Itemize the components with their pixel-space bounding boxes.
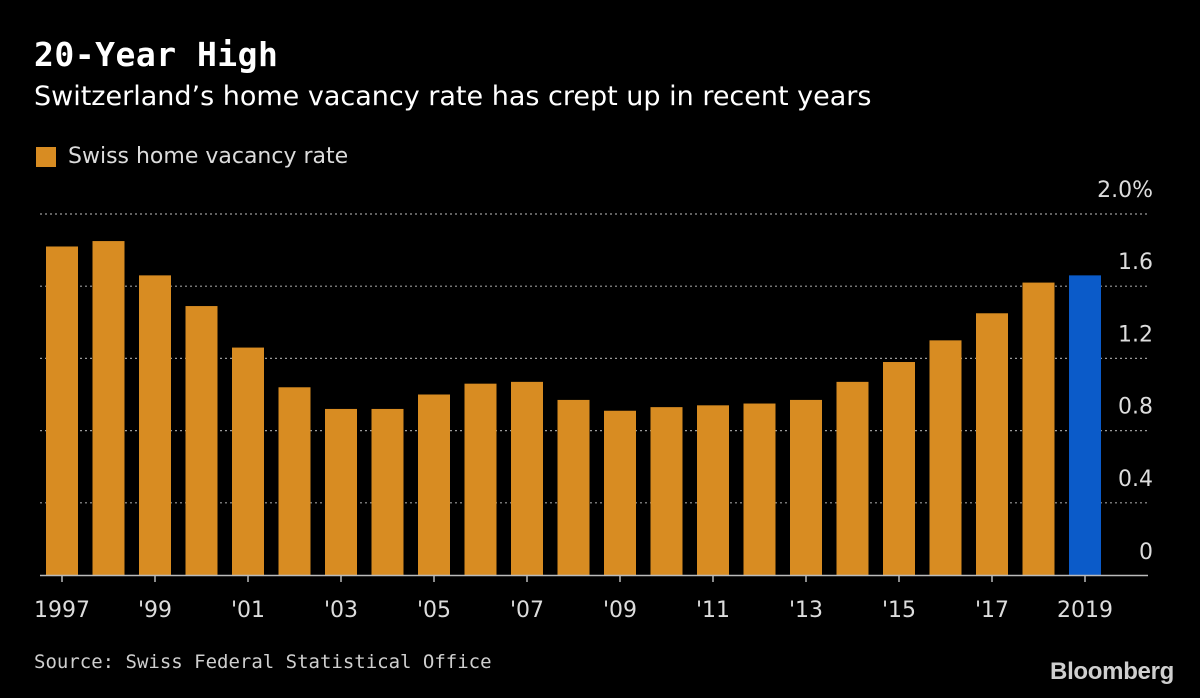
bar <box>836 381 869 575</box>
chart-title: 20-Year High <box>34 35 279 74</box>
x-tick-label: 2019 <box>1057 598 1113 623</box>
x-tick-label: 1997 <box>34 598 90 623</box>
bar <box>278 387 311 575</box>
bloomberg-logo: Bloomberg <box>1050 658 1174 685</box>
bar <box>46 246 78 576</box>
bar <box>929 340 962 575</box>
bar <box>232 347 264 575</box>
bar <box>464 383 497 575</box>
bar <box>883 362 915 575</box>
bar <box>1022 282 1055 575</box>
x-tick-label: '15 <box>882 598 916 623</box>
bar <box>325 408 357 575</box>
x-tick-label: '99 <box>138 598 172 623</box>
legend: Swiss home vacancy rate <box>36 144 348 169</box>
y-tick-label: 0.4 <box>1118 467 1153 492</box>
x-tick-label: '09 <box>603 598 637 623</box>
x-tick-label: '01 <box>231 598 265 623</box>
source-note: Source: Swiss Federal Statistical Office <box>34 651 492 673</box>
y-tick-label: 1.6 <box>1118 250 1153 275</box>
bar-highlight <box>1069 275 1101 575</box>
chart-subtitle: Switzerland’s home vacancy rate has crep… <box>34 81 872 112</box>
y-tick-label: 1.2 <box>1118 322 1153 347</box>
y-tick-label: 2.0% <box>1097 178 1153 203</box>
bar <box>976 313 1008 575</box>
bar <box>650 407 683 575</box>
bar <box>139 275 171 575</box>
bar <box>743 403 776 575</box>
x-tick-label: '13 <box>789 598 823 623</box>
bar <box>604 410 636 575</box>
bar <box>418 394 450 575</box>
bar <box>92 241 125 575</box>
y-tick-label: 0.8 <box>1118 395 1153 420</box>
bar <box>185 306 218 575</box>
y-tick-label: 0 <box>1139 540 1153 565</box>
legend-swatch <box>36 146 56 167</box>
bar <box>511 381 543 575</box>
bar <box>371 408 404 575</box>
x-tick-label: '07 <box>510 598 544 623</box>
x-tick-label: '03 <box>324 598 358 623</box>
bar <box>557 399 590 575</box>
bar <box>697 405 729 575</box>
x-tick-label: '11 <box>696 598 730 623</box>
bar <box>790 399 822 575</box>
legend-label: Swiss home vacancy rate <box>68 144 349 169</box>
x-tick-label: '05 <box>417 598 451 623</box>
x-tick-label: '17 <box>975 598 1009 623</box>
